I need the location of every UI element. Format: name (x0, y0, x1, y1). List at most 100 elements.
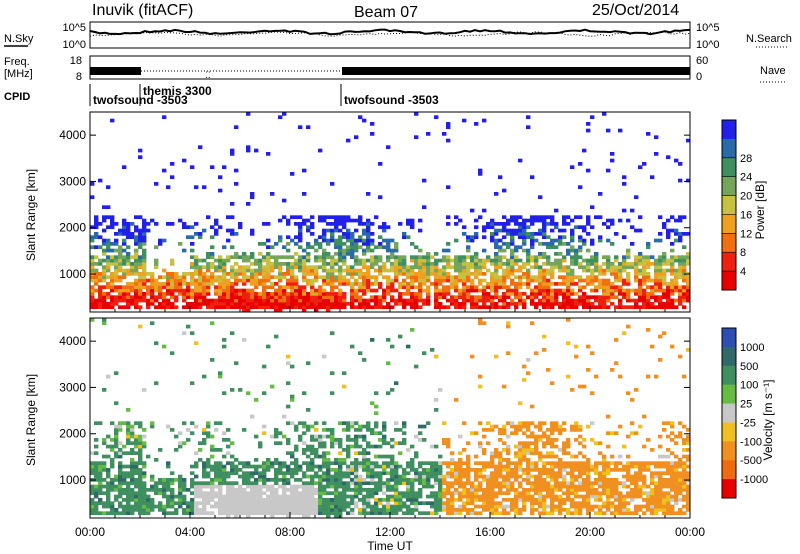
heatmap-cell (362, 481, 367, 486)
heatmap-cell (570, 511, 575, 516)
heatmap-cell (578, 162, 583, 166)
heatmap-cell (206, 434, 211, 439)
heatmap-cell (478, 305, 483, 310)
heatmap-cell (610, 431, 615, 436)
heatmap-cell (486, 508, 491, 512)
heatmap-cell (382, 275, 387, 280)
heatmap-cell (226, 295, 231, 300)
heatmap-cell (534, 438, 539, 442)
heatmap-cell (282, 112, 287, 116)
heatmap-cell (306, 302, 311, 306)
heatmap-cell (190, 421, 195, 426)
heatmap-cell (470, 235, 475, 240)
heatmap-cell (610, 368, 615, 372)
heatmap-cell (670, 272, 675, 276)
heatmap-cell (246, 308, 251, 313)
heatmap-cell (602, 464, 607, 469)
heatmap-cell (526, 474, 531, 479)
heatmap-cell (354, 488, 359, 492)
heatmap-cell (378, 464, 383, 469)
heatmap-cell (346, 424, 351, 429)
heatmap-cell (518, 441, 523, 446)
heatmap-cell (370, 401, 375, 406)
heatmap-cell (550, 498, 555, 502)
heatmap-cell (306, 498, 311, 502)
heatmap-cell (554, 494, 559, 499)
heatmap-cell (102, 302, 107, 306)
heatmap-cell (590, 268, 595, 273)
heatmap-cell (294, 491, 299, 496)
heatmap-cell (386, 285, 391, 290)
heatmap-cell (506, 262, 511, 266)
heatmap-cell (94, 474, 99, 479)
heatmap-cell (266, 238, 271, 243)
heatmap-cell (638, 298, 643, 303)
heatmap-cell (138, 285, 143, 290)
heatmap-cell (478, 384, 483, 389)
heatmap-cell (374, 404, 379, 409)
heatmap-cell (274, 282, 279, 286)
heatmap-cell (546, 481, 551, 486)
heatmap-cell (618, 298, 623, 303)
heatmap-cell (630, 288, 635, 293)
heatmap-cell (490, 302, 495, 306)
heatmap-cell (250, 474, 255, 479)
heatmap-cell (338, 258, 343, 263)
heatmap-cell (206, 288, 211, 293)
heatmap-cell (210, 235, 215, 240)
heatmap-cell (178, 288, 183, 293)
heatmap-cell (434, 305, 439, 310)
heatmap-cell (354, 292, 359, 296)
heatmap-cell (326, 272, 331, 276)
heatmap-cell (278, 278, 283, 283)
heatmap-cell (210, 454, 215, 459)
heatmap-cell (626, 305, 631, 310)
heatmap-cell (218, 265, 223, 270)
heatmap-cell (578, 501, 583, 506)
heatmap-cell (342, 458, 347, 462)
heatmap-cell (506, 218, 511, 223)
heatmap-cell (550, 508, 555, 512)
heatmap-cell (218, 225, 223, 230)
heatmap-cell (334, 488, 339, 492)
heatmap-cell (574, 421, 579, 426)
heatmap-cell (606, 225, 611, 230)
heatmap-cell (550, 242, 555, 246)
heatmap-cell (538, 285, 543, 290)
heatmap-cell (310, 468, 315, 472)
heatmap-cell (598, 305, 603, 310)
heatmap-cell (358, 258, 363, 263)
heatmap-cell (594, 262, 599, 266)
heatmap-cell (630, 478, 635, 482)
heatmap-cell (426, 501, 431, 506)
heatmap-cell (466, 481, 471, 486)
heatmap-cell (270, 285, 275, 290)
sky-tick-high: 10^5 (62, 22, 86, 34)
heatmap-cell (446, 444, 451, 449)
heatmap-cell (350, 501, 355, 506)
heatmap-cell (518, 458, 523, 462)
heatmap-cell (314, 288, 319, 293)
heatmap-cell (254, 434, 259, 439)
heatmap-cell (502, 272, 507, 276)
heatmap-cell (286, 305, 291, 310)
heatmap-cell (446, 298, 451, 303)
heatmap-cell (578, 481, 583, 486)
heatmap-cell (558, 448, 563, 452)
heatmap-cell (354, 441, 359, 446)
heatmap-cell (494, 278, 499, 283)
heatmap-cell (94, 278, 99, 283)
heatmap-cell (310, 282, 315, 286)
heatmap-cell (530, 278, 535, 283)
heatmap-cell (286, 441, 291, 446)
heatmap-cell (442, 258, 447, 263)
heatmap-cell (570, 488, 575, 492)
heatmap-cell (242, 508, 247, 512)
heatmap-cell (414, 494, 419, 499)
heatmap-cell (646, 132, 651, 136)
heatmap-cell (90, 268, 95, 273)
heatmap-cell (582, 295, 587, 300)
heatmap-cell (122, 228, 127, 233)
heatmap-cell (370, 461, 375, 466)
